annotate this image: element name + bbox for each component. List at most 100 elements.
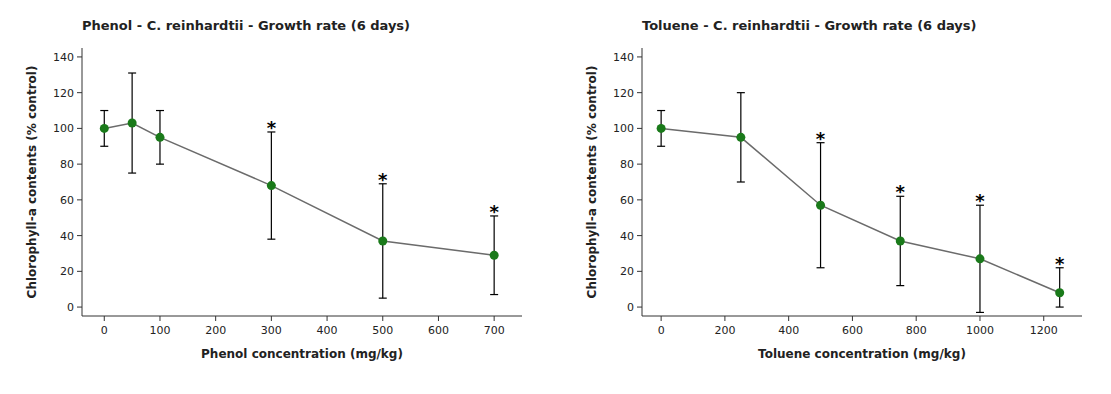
- error-bar-cap: [1056, 306, 1064, 307]
- y-tick: [77, 271, 82, 272]
- title: Toluene - C. reinhardtii - Growth rate (…: [642, 18, 976, 33]
- title: Phenol - C. reinhardtii - Growth rate (6…: [82, 18, 410, 33]
- error-bar-cap: [490, 294, 498, 295]
- data-point: [1055, 288, 1064, 297]
- y-tick-label: 40: [620, 230, 634, 243]
- error-bar-cap: [379, 298, 387, 299]
- y-axis-line: [82, 48, 83, 316]
- significance-mark: *: [975, 190, 985, 211]
- x-tick-label: 500: [372, 324, 393, 337]
- y-axis-line: [642, 48, 643, 316]
- error-bar: [896, 196, 904, 285]
- data-point: [975, 254, 984, 263]
- error-bar-cap: [976, 312, 984, 313]
- x-tick: [979, 316, 980, 321]
- plot-area: [657, 93, 1065, 313]
- x-tick-label: 100: [149, 324, 170, 337]
- y-tick-label: 60: [60, 194, 74, 207]
- error-bar-cap: [267, 239, 275, 240]
- error-bar: [817, 143, 825, 268]
- x-tick-label: 1200: [1030, 324, 1058, 337]
- data-point: [100, 124, 109, 133]
- y-tick: [637, 164, 642, 165]
- x-tick-label: 600: [842, 324, 863, 337]
- x-tick: [159, 316, 160, 321]
- error-bar-cap: [156, 110, 164, 111]
- x-tick-label: 400: [317, 324, 338, 337]
- data-point: [378, 236, 387, 245]
- x-tick: [661, 316, 662, 321]
- plot-area: [100, 73, 499, 298]
- y-tick-label: 100: [53, 122, 74, 135]
- error-bar-cap: [896, 285, 904, 286]
- error-bar: [379, 184, 387, 298]
- x-tick-label: 700: [484, 324, 505, 337]
- data-point: [657, 124, 666, 133]
- error-bar: [490, 216, 498, 295]
- x-tick-label: 0: [658, 324, 665, 337]
- data-point: [155, 133, 164, 142]
- y-tick-label: 20: [60, 265, 74, 278]
- significance-mark: *: [378, 169, 388, 190]
- error-bar: [976, 205, 984, 312]
- data-point: [267, 181, 276, 190]
- panel: Phenol - C. reinhardtii - Growth rate (6…: [25, 18, 522, 361]
- data-line: [661, 128, 1060, 292]
- error-bar-cap: [128, 172, 136, 173]
- error-bar: [100, 111, 108, 147]
- x-tick: [104, 316, 105, 321]
- y-tick: [77, 199, 82, 200]
- y-tick-label: 120: [53, 87, 74, 100]
- y-tick: [637, 128, 642, 129]
- y-tick-label: 80: [620, 158, 634, 171]
- y-tick: [637, 307, 642, 308]
- y-tick: [77, 128, 82, 129]
- x-tick: [788, 316, 789, 321]
- error-bar-cap: [737, 181, 745, 182]
- y-tick: [77, 164, 82, 165]
- y-axis-label: Chlorophyll-a contents (% control): [585, 66, 599, 299]
- y-tick: [77, 235, 82, 236]
- x-axis-label: Toluene concentration (mg/kg): [758, 347, 966, 361]
- x-tick: [852, 316, 853, 321]
- x-tick-label: 600: [428, 324, 449, 337]
- y-tick-label: 140: [53, 51, 74, 64]
- x-tick: [271, 316, 272, 321]
- y-tick-label: 0: [627, 301, 634, 314]
- y-tick: [77, 92, 82, 93]
- error-bar-cap: [737, 92, 745, 93]
- y-tick: [637, 271, 642, 272]
- x-tick-label: 0: [101, 324, 108, 337]
- significance-mark: *: [1055, 253, 1065, 274]
- data-point: [736, 133, 745, 142]
- y-tick: [637, 56, 642, 57]
- x-tick-label: 1000: [966, 324, 994, 337]
- y-tick: [637, 92, 642, 93]
- x-axis-label: Phenol concentration (mg/kg): [201, 347, 403, 361]
- y-tick-label: 0: [67, 301, 74, 314]
- x-tick-label: 400: [778, 324, 799, 337]
- data-point: [490, 251, 499, 260]
- y-axis-label: Chlorophyll-a contents (% control): [25, 66, 39, 299]
- error-bar-cap: [128, 72, 136, 73]
- error-bar: [267, 132, 275, 239]
- error-bar-cap: [657, 146, 665, 147]
- significance-mark: *: [896, 181, 906, 202]
- error-bar: [156, 111, 164, 165]
- x-tick: [724, 316, 725, 321]
- chart-container: Phenol - C. reinhardtii - Growth rate (6…: [0, 0, 1111, 394]
- data-line: [104, 123, 494, 255]
- error-bar-cap: [817, 267, 825, 268]
- x-tick: [916, 316, 917, 321]
- data-point: [816, 201, 825, 210]
- data-point: [896, 236, 905, 245]
- x-tick-label: 300: [261, 324, 282, 337]
- x-tick: [215, 316, 216, 321]
- error-bar-cap: [156, 164, 164, 165]
- y-tick-label: 120: [613, 87, 634, 100]
- error-bar-cap: [657, 110, 665, 111]
- error-bar-cap: [100, 146, 108, 147]
- x-tick: [1043, 316, 1044, 321]
- y-tick: [637, 235, 642, 236]
- x-tick-label: 200: [714, 324, 735, 337]
